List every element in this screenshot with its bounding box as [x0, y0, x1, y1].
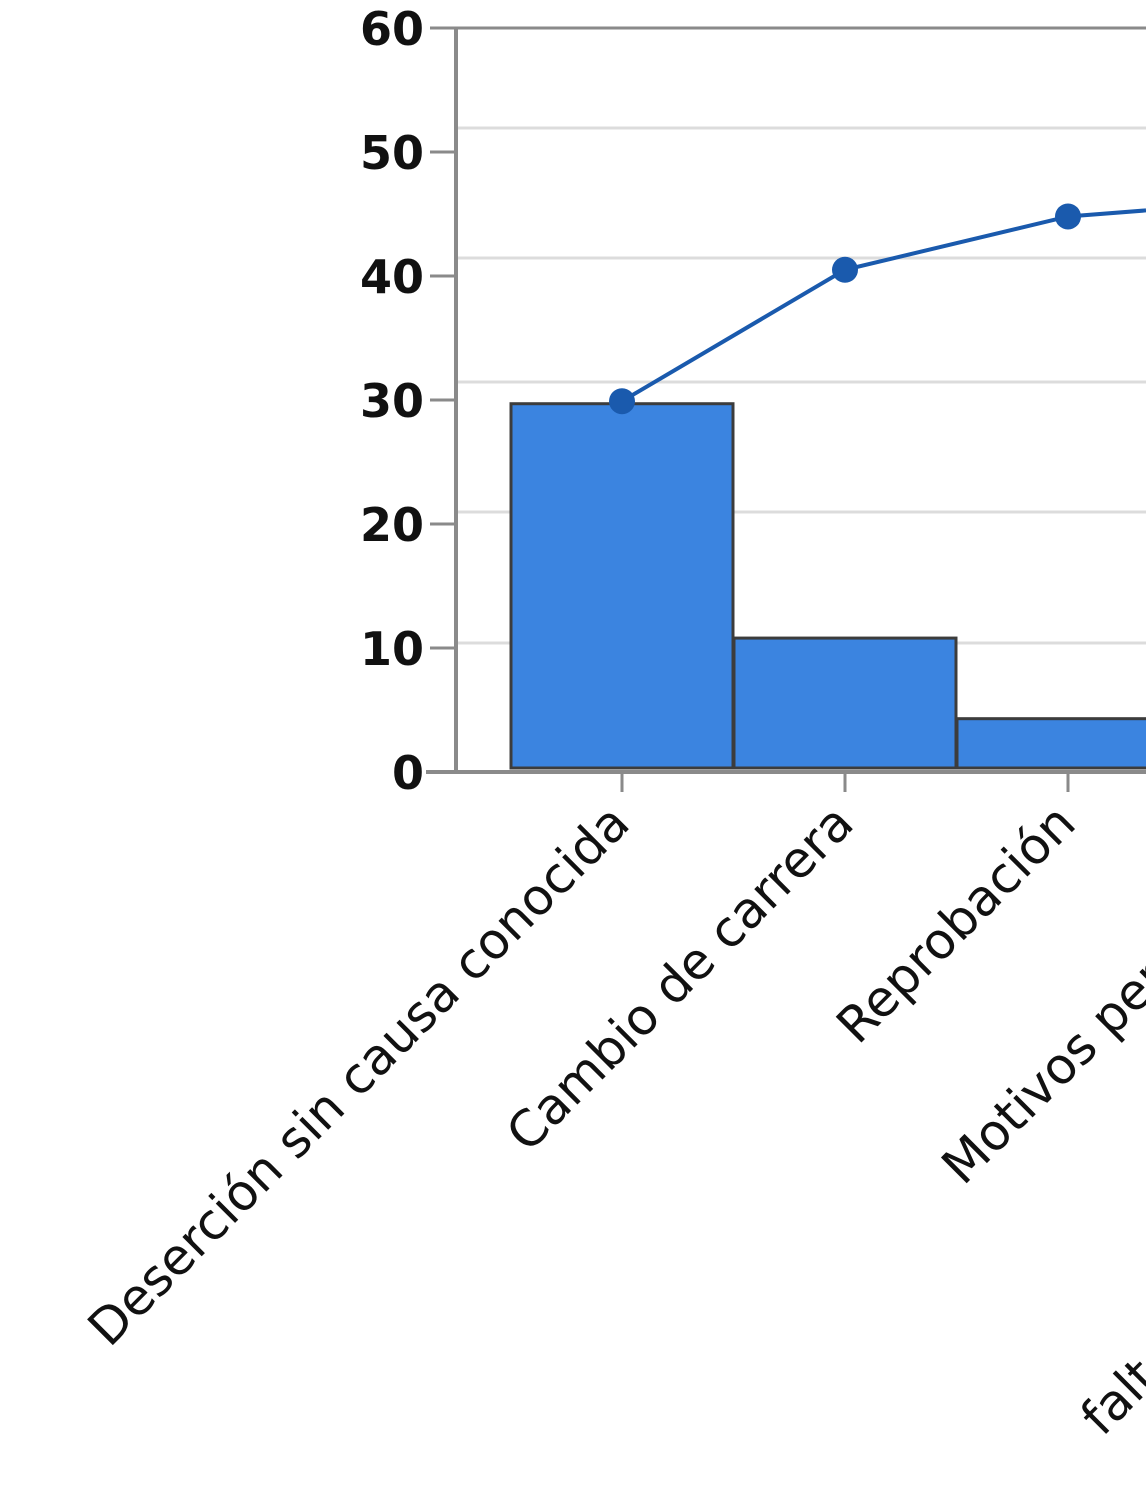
cumulative-point-0 — [609, 388, 635, 415]
cumulative-line-path — [620, 208, 1146, 403]
bar-2 — [955, 717, 1146, 770]
y-tick-label: 30 — [360, 374, 424, 428]
x-category-label-2: Reprobación — [825, 793, 1086, 1054]
x-category-label-4: falt — [1070, 1347, 1146, 1446]
cumulative-point-2 — [1055, 203, 1081, 230]
y-tick-label: 10 — [360, 622, 424, 676]
y-tick-label: 20 — [360, 498, 424, 552]
axes — [426, 26, 1146, 792]
x-category-label-3: Motivos per — [931, 947, 1146, 1195]
cumulative-line — [609, 203, 1146, 415]
cumulative-point-1 — [832, 256, 858, 283]
bar-0 — [509, 402, 735, 770]
bar-1 — [732, 636, 958, 770]
bars — [509, 402, 1146, 770]
y-tick-label: 0 — [392, 746, 424, 800]
y-tick-label: 40 — [360, 250, 424, 304]
y-tick-label: 60 — [360, 2, 424, 56]
y-tick-label: 50 — [360, 126, 424, 180]
